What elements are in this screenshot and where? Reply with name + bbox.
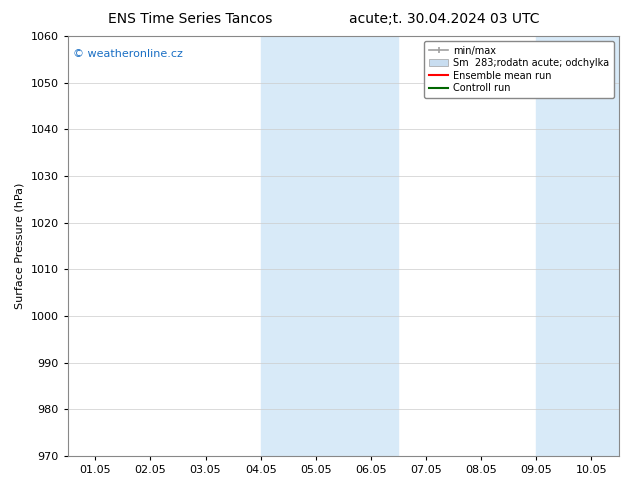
Y-axis label: Surface Pressure (hPa): Surface Pressure (hPa): [15, 183, 25, 309]
Text: ENS Time Series Tancos: ENS Time Series Tancos: [108, 12, 273, 26]
Bar: [536, 36, 619, 456]
Legend: min/max, Sm  283;rodatn acute; odchylka, Ensemble mean run, Controll run: min/max, Sm 283;rodatn acute; odchylka, …: [424, 41, 614, 98]
Text: © weatheronline.cz: © weatheronline.cz: [73, 49, 183, 59]
Bar: [261, 36, 399, 456]
Title: ENS Time Series Tancos        acute;t. 30.04.2024 03 UTC: ENS Time Series Tancos acute;t. 30.04.20…: [0, 489, 1, 490]
Text: acute;t. 30.04.2024 03 UTC: acute;t. 30.04.2024 03 UTC: [349, 12, 539, 26]
